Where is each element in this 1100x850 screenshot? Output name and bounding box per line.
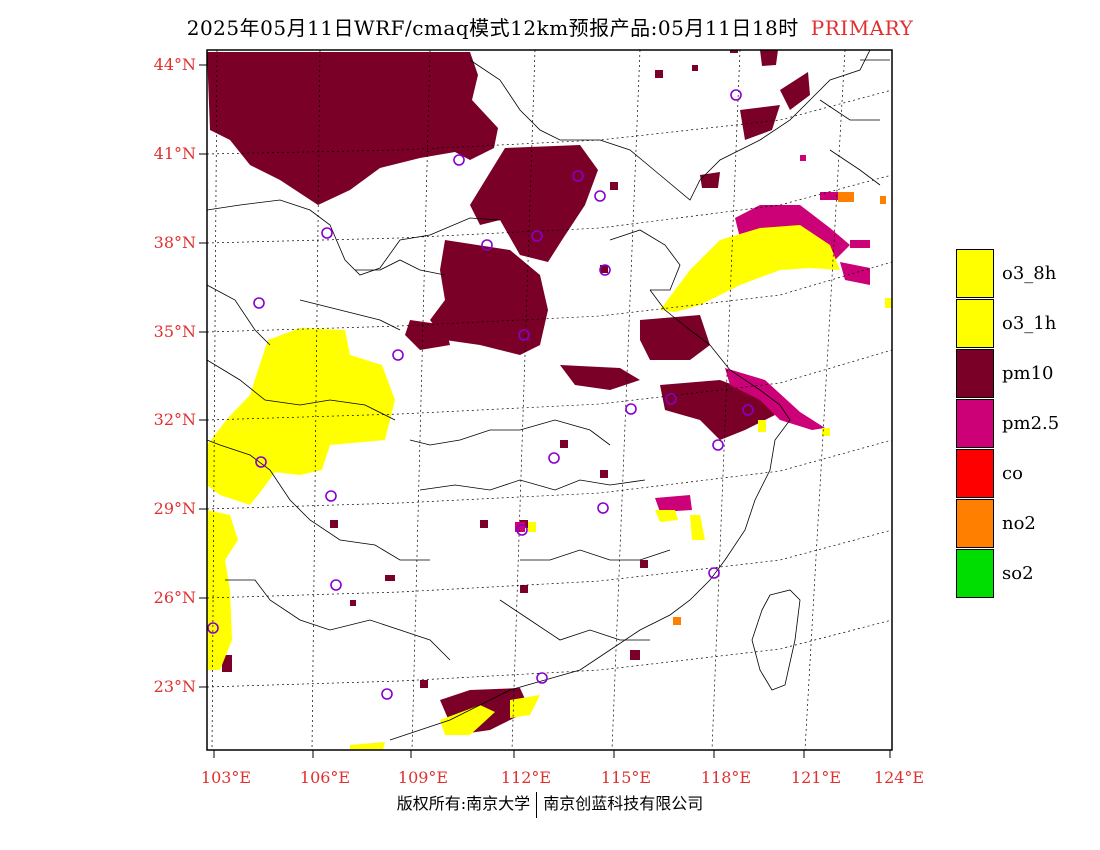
legend-swatch (956, 499, 994, 548)
legend-swatch (956, 299, 994, 348)
legend-swatch (956, 349, 994, 398)
pm10-regions (207, 50, 810, 735)
lon-label-106e: 106°E (299, 768, 351, 787)
lat-label-23n: 23°N (153, 677, 196, 696)
copyright-right: 南京创蓝科技有限公司 (543, 794, 704, 813)
legend-label: no2 (1002, 513, 1036, 534)
lat-label-29n: 29°N (153, 499, 196, 518)
lon-label-121e: 121°E (790, 768, 842, 787)
copyright-footer: 版权所有:南京大学 南京创蓝科技有限公司 (0, 790, 1100, 818)
legend-swatch (956, 249, 994, 298)
axis-ticks (199, 64, 891, 758)
lat-label-26n: 26°N (153, 588, 196, 607)
lat-label-32n: 32°N (153, 410, 196, 429)
legend-label: co (1002, 463, 1023, 484)
legend-label: pm2.5 (1002, 413, 1060, 434)
lat-label-38n: 38°N (153, 233, 196, 252)
copyright-left: 版权所有:南京大学 (396, 794, 531, 813)
no2-regions (673, 192, 886, 625)
legend-swatch (956, 399, 994, 448)
o3-regions (207, 225, 892, 750)
legend-swatch (956, 549, 994, 598)
lat-label-44n: 44°N (153, 55, 196, 74)
legend-label: so2 (1002, 563, 1034, 584)
lon-label-103e: 103°E (200, 768, 252, 787)
station-markers (207, 89, 754, 700)
lon-label-112e: 112°E (500, 768, 552, 787)
lon-label-124e: 124°E (873, 768, 925, 787)
legend-swatch (956, 449, 994, 498)
lon-label-115e: 115°E (600, 768, 652, 787)
footer-separator (536, 791, 538, 818)
lon-label-118e: 118°E (700, 768, 752, 787)
map-title: 2025年05月11日WRF/cmaq模式12km预报产品:05月11日18时 P… (0, 12, 1100, 41)
map-frame (206, 49, 893, 751)
legend-label: o3_8h (1002, 263, 1057, 284)
graticule (207, 50, 892, 750)
lon-label-109e: 109°E (397, 768, 449, 787)
title-text: 2025年05月11日WRF/cmaq模式12km预报产品:05月11日18时 (186, 16, 799, 40)
lat-label-41n: 41°N (153, 144, 196, 163)
lat-label-35n: 35°N (153, 322, 196, 341)
primary-tag: PRIMARY (810, 16, 914, 40)
legend-label: o3_1h (1002, 313, 1057, 334)
legend-label: pm10 (1002, 363, 1054, 384)
